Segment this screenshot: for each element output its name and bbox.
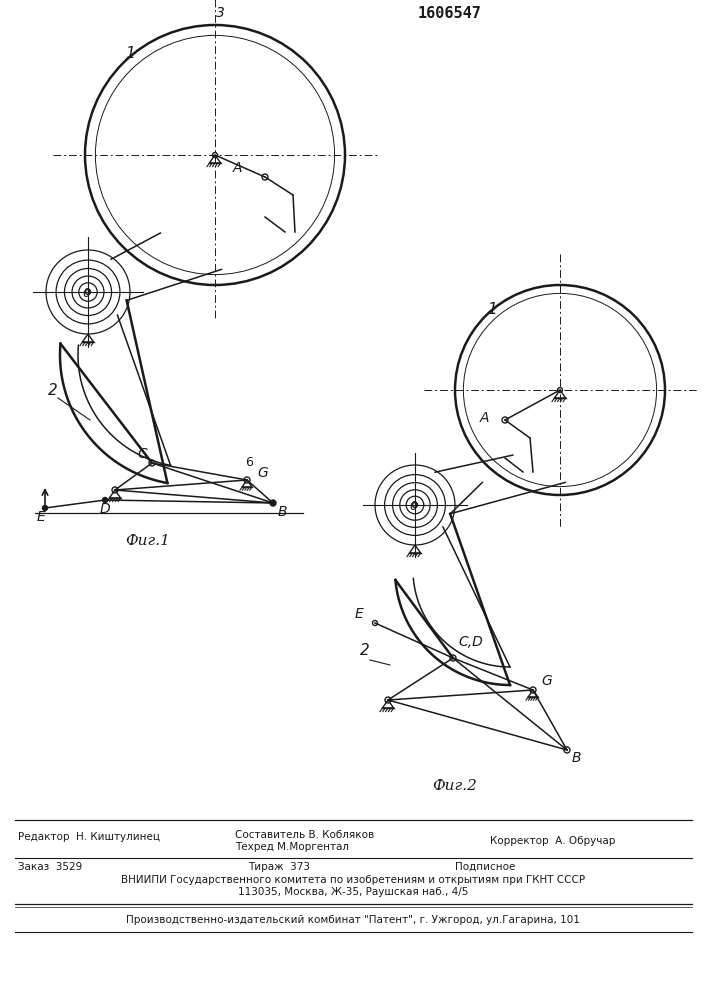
Text: Подписное: Подписное — [455, 862, 515, 872]
Text: D: D — [100, 502, 110, 516]
Text: Техред М.Моргентал: Техред М.Моргентал — [235, 842, 349, 852]
Text: Тираж  373: Тираж 373 — [248, 862, 310, 872]
Text: 6: 6 — [245, 456, 253, 469]
Text: E: E — [355, 607, 363, 621]
Text: C: C — [137, 447, 147, 461]
Circle shape — [270, 500, 276, 506]
Text: ВНИИПИ Государственного комитета по изобретениям и открытиям при ГКНТ СССР: ВНИИПИ Государственного комитета по изоб… — [121, 875, 585, 885]
Text: 1606547: 1606547 — [418, 6, 482, 21]
Text: A: A — [233, 161, 243, 175]
Text: A: A — [480, 411, 489, 425]
Text: Фиг.1: Фиг.1 — [126, 534, 170, 548]
Text: Заказ  3529: Заказ 3529 — [18, 862, 82, 872]
Text: Составитель В. Кобляков: Составитель В. Кобляков — [235, 830, 374, 840]
Text: C,D: C,D — [458, 635, 483, 649]
Text: E: E — [37, 510, 46, 524]
Text: B: B — [278, 505, 288, 519]
Text: 3: 3 — [216, 6, 224, 20]
Circle shape — [42, 506, 47, 510]
Text: 2: 2 — [360, 643, 370, 658]
Text: 113035, Москва, Ж-35, Раушская наб., 4/5: 113035, Москва, Ж-35, Раушская наб., 4/5 — [238, 887, 468, 897]
Text: G: G — [257, 466, 268, 480]
Text: 0: 0 — [409, 500, 417, 513]
Text: 2: 2 — [48, 383, 58, 398]
Text: 1: 1 — [126, 45, 135, 60]
Text: Редактор  Н. Киштулинец: Редактор Н. Киштулинец — [18, 832, 160, 842]
Circle shape — [103, 497, 107, 502]
Text: B: B — [572, 751, 581, 765]
Text: Фиг.2: Фиг.2 — [433, 779, 477, 793]
Text: Корректор  А. Обручар: Корректор А. Обручар — [490, 836, 615, 846]
Text: Производственно-издательский комбинат "Патент", г. Ужгород, ул.Гагарина, 101: Производственно-издательский комбинат "П… — [126, 915, 580, 925]
Text: G: G — [541, 674, 551, 688]
Text: 1: 1 — [487, 302, 496, 317]
Text: 0: 0 — [82, 287, 90, 300]
